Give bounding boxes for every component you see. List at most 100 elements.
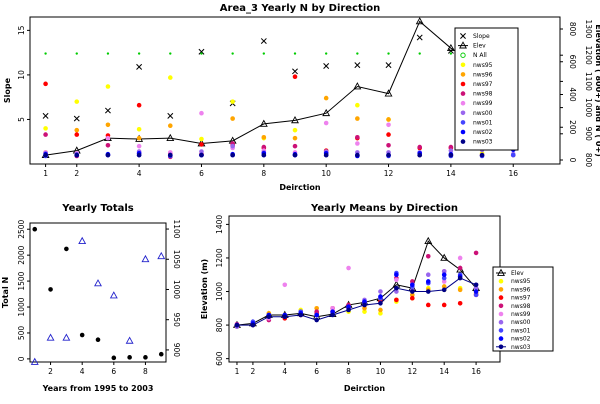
chart1-point xyxy=(355,102,360,108)
chart1-series-nws00 xyxy=(43,143,516,158)
chart3-legend-label: nws97 xyxy=(511,295,531,302)
chart3-legend-label: Elev xyxy=(511,270,524,277)
chart1-series-nws98 xyxy=(43,132,516,160)
chart1-elev-line xyxy=(45,20,514,156)
chart1-ytick-right-outer-label: 1300 xyxy=(584,19,593,38)
chart2-point xyxy=(125,336,134,344)
chart1-point xyxy=(292,152,298,158)
chart1-legend-marker xyxy=(460,62,466,68)
chart3-point xyxy=(298,312,304,318)
chart1-point xyxy=(416,34,423,41)
chart1-xtick-label: 1 xyxy=(43,169,48,178)
chart1-point-b xyxy=(73,115,80,122)
chart1-series-nws99 xyxy=(43,110,516,158)
chart1-point xyxy=(43,152,48,158)
chart1-point xyxy=(448,152,454,158)
chart1-point xyxy=(169,52,172,55)
chart1-ytick-right-inner-label: 0 xyxy=(568,158,577,163)
chart2-point xyxy=(48,287,53,292)
chart3-point xyxy=(425,279,431,284)
chart1-legend-marker-b xyxy=(460,33,466,39)
chart1-point xyxy=(355,134,360,140)
chart1-point xyxy=(199,152,204,158)
chart1-point xyxy=(292,127,298,133)
chart1-legend-marker xyxy=(459,41,467,49)
chart3-legend-label: nws99 xyxy=(511,311,531,318)
chart3-point xyxy=(330,309,335,314)
chart1-legend-marker xyxy=(460,72,466,77)
chart3-series-nws02 xyxy=(234,272,479,328)
chart3-point xyxy=(457,255,463,261)
chart2-point xyxy=(78,236,87,244)
chart1-legend-marker xyxy=(460,110,466,116)
chart2-xtick-label: 2 xyxy=(48,367,53,376)
chart1-point xyxy=(261,152,267,158)
chart1-point xyxy=(74,99,80,104)
chart1-ytick-right-outer-label: 1100 xyxy=(584,72,593,91)
chart3-point xyxy=(473,285,479,291)
chart1-frame xyxy=(29,16,561,165)
chart2-xtick-label: 4 xyxy=(80,367,85,376)
chart1-point xyxy=(167,152,173,158)
chart3-point xyxy=(473,289,479,294)
chart1-ytick-label: 5 xyxy=(17,117,26,122)
chart1-point xyxy=(449,52,453,55)
chart1-point xyxy=(199,136,204,142)
chart1-legend-label: Elev xyxy=(473,43,486,50)
chart1-point xyxy=(74,127,80,133)
chart1-point-b xyxy=(385,62,392,69)
chart3-point xyxy=(410,295,415,301)
chart1-legend-marker xyxy=(460,81,466,87)
chart1-ytick-right-inner-label: 400 xyxy=(568,87,577,102)
chart1-point xyxy=(446,43,455,52)
chart3-point xyxy=(346,265,351,271)
chart1-legend-marker xyxy=(460,120,466,125)
chart3-legend-label: nws01 xyxy=(511,327,531,334)
chart1-point xyxy=(199,142,204,147)
chart3-xlabel: Deirction xyxy=(344,384,386,393)
chart3-point xyxy=(473,292,479,298)
chart1-point xyxy=(292,74,298,79)
chart1-point xyxy=(44,52,47,55)
chart1-point xyxy=(136,152,142,158)
chart1-legend-label: nws99 xyxy=(473,100,493,107)
chart2-ytick-label: 2500 xyxy=(17,219,26,238)
chart2-point xyxy=(143,355,148,360)
chart3-point xyxy=(441,302,447,308)
chart3-xtick-label: 12 xyxy=(408,367,418,376)
chart2-point xyxy=(94,279,102,287)
chart3-point xyxy=(473,250,479,256)
chart3-point xyxy=(441,272,447,278)
chart3-legend-marker xyxy=(498,287,504,292)
chart3-legend-marker xyxy=(498,303,504,309)
chart1-point xyxy=(43,81,48,87)
chart3-point xyxy=(250,322,256,328)
chart1-point xyxy=(293,52,297,55)
chart1-point xyxy=(356,52,359,55)
chart1-point xyxy=(231,52,234,55)
chart1-point xyxy=(385,62,392,69)
chart1-legend-label: nws98 xyxy=(473,91,493,98)
chart1-point xyxy=(43,126,48,131)
chart3-point xyxy=(314,317,319,323)
chart2-point xyxy=(30,357,39,365)
chart2-title: Yearly Totals xyxy=(61,203,134,214)
chart1-point xyxy=(136,143,142,149)
chart2-ylabel: Total N xyxy=(1,277,10,308)
chart2-series-total-n xyxy=(32,226,164,361)
chart1-point xyxy=(167,75,173,80)
chart1-xtick-label: 14 xyxy=(446,169,456,178)
chart2-point xyxy=(158,351,164,357)
chart1-xtick-label: 10 xyxy=(321,169,331,178)
chart1-ytick-right-outer-label: 1000 xyxy=(584,98,593,117)
chart3-point xyxy=(425,272,431,278)
chart3-ytick-label: 800 xyxy=(215,318,224,333)
chart1-point xyxy=(42,112,49,119)
chart1-point xyxy=(386,122,391,128)
chart1-point xyxy=(323,152,329,158)
chart1-legend-marker xyxy=(460,139,466,144)
chart3-title: Yearly Means by Direction xyxy=(310,203,458,214)
chart1-point xyxy=(324,52,328,55)
chart3-ytick-label: 1200 xyxy=(215,248,224,267)
chart1-point xyxy=(105,152,111,158)
